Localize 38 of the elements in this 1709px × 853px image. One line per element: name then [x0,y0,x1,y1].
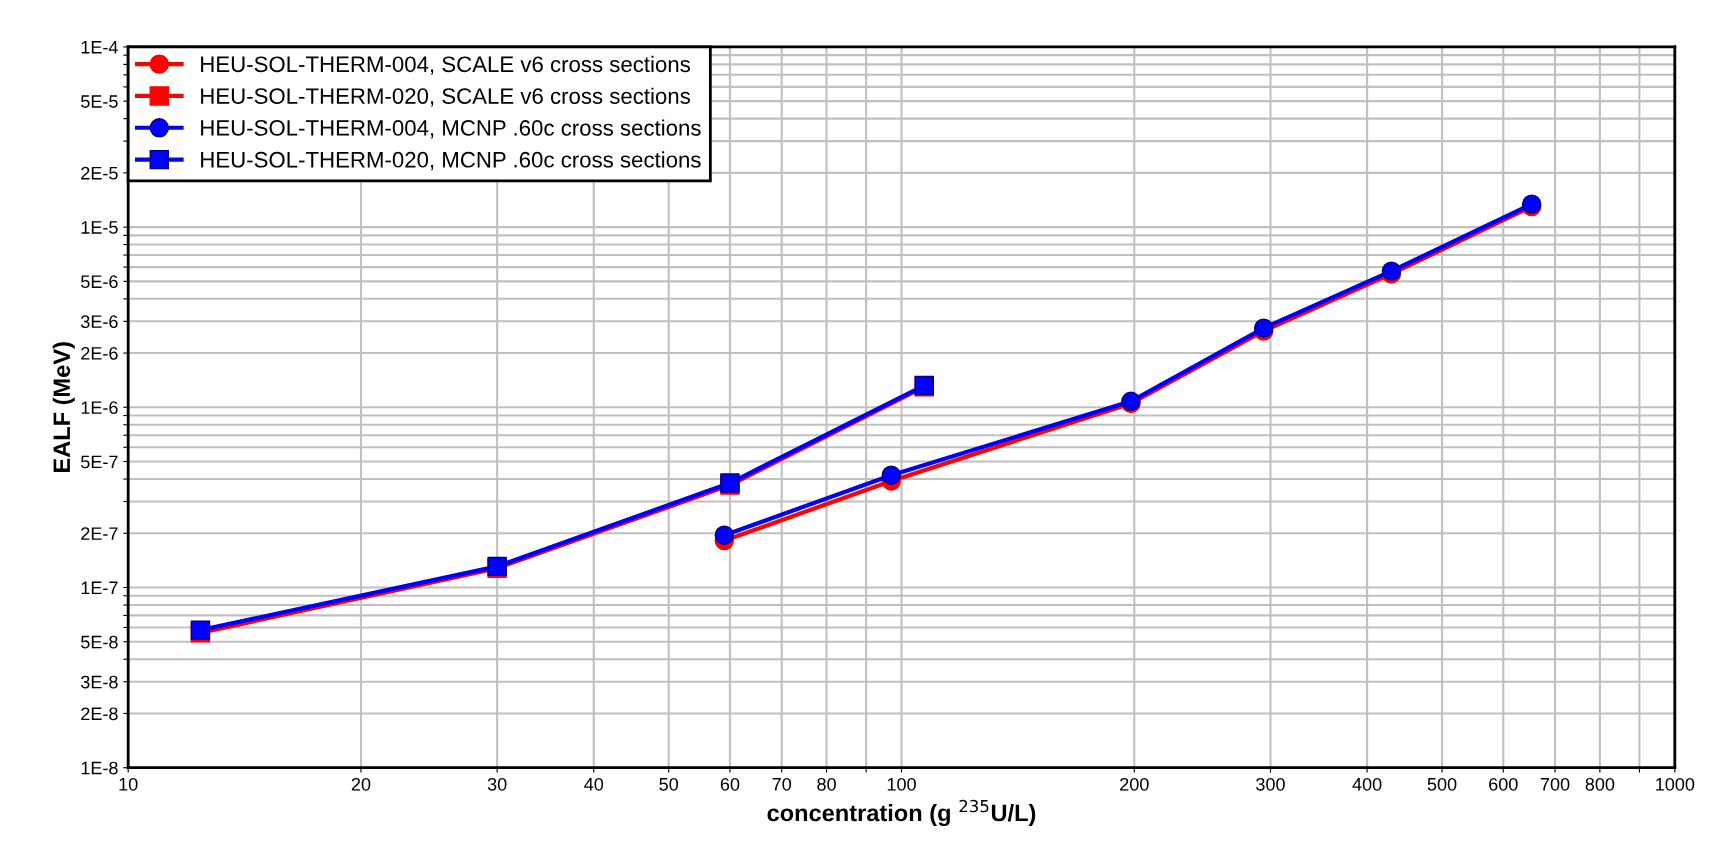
y-tick-label: 3E-8 [81,675,118,689]
x-axis-title: concentration (g $^{235}$U/L) [767,799,1036,827]
x-tick-label: 300 [1256,777,1285,791]
y-tick-label: 2E-7 [81,527,118,540]
x-tick-label: 500 [1427,777,1457,791]
legend-label: HEU-SOL-THERM-020, SCALE v6 cross sections [201,87,690,107]
x-tick-label: 800 [1585,777,1615,791]
y-tick-label: 5E-5 [81,95,118,108]
x-tick-label: 400 [1352,777,1382,791]
y-tick-label: 5E-6 [81,275,118,289]
y-tick-label: 1E-8 [81,761,118,775]
x-tick-label: 10 [119,777,138,791]
y-tick-label: 5E-7 [81,455,118,469]
y-tick-label: 1E-7 [81,581,118,595]
x-tick-label: 80 [817,777,836,791]
x-tick-label: 700 [1540,777,1570,791]
x-tick-label: 1000 [1656,777,1695,791]
x-tick-label: 20 [351,777,371,791]
y-tick-label: 2E-5 [81,166,118,180]
y-tick-label: 5E-8 [81,635,118,649]
legend-label: HEU-SOL-THERM-020, MCNP .60c cross sections [201,151,701,171]
x-tick-label: 50 [659,777,679,791]
y-axis-title: EALF (MeV) [52,342,75,472]
legend-label: HEU-SOL-THERM-004, SCALE v6 cross sections [201,55,690,75]
y-tick-label: 2E-6 [81,347,118,360]
y-tick-label: 1E-4 [81,41,118,54]
x-tick-label: 30 [487,777,507,791]
y-tick-label: 1E-6 [81,401,118,415]
x-tick-label: 600 [1489,777,1518,791]
x-tick-label: 60 [720,777,740,791]
legend-label: HEU-SOL-THERM-004, MCNP .60c cross sections [201,119,701,139]
y-tick-label: 1E-5 [81,221,118,234]
x-tick-label: 70 [772,777,792,791]
y-tick-label: 2E-8 [81,707,118,721]
x-tick-label: 200 [1120,777,1149,791]
x-tick-label: 40 [584,777,604,791]
y-tick-label: 3E-6 [81,315,118,329]
x-tick-label: 100 [887,777,916,791]
